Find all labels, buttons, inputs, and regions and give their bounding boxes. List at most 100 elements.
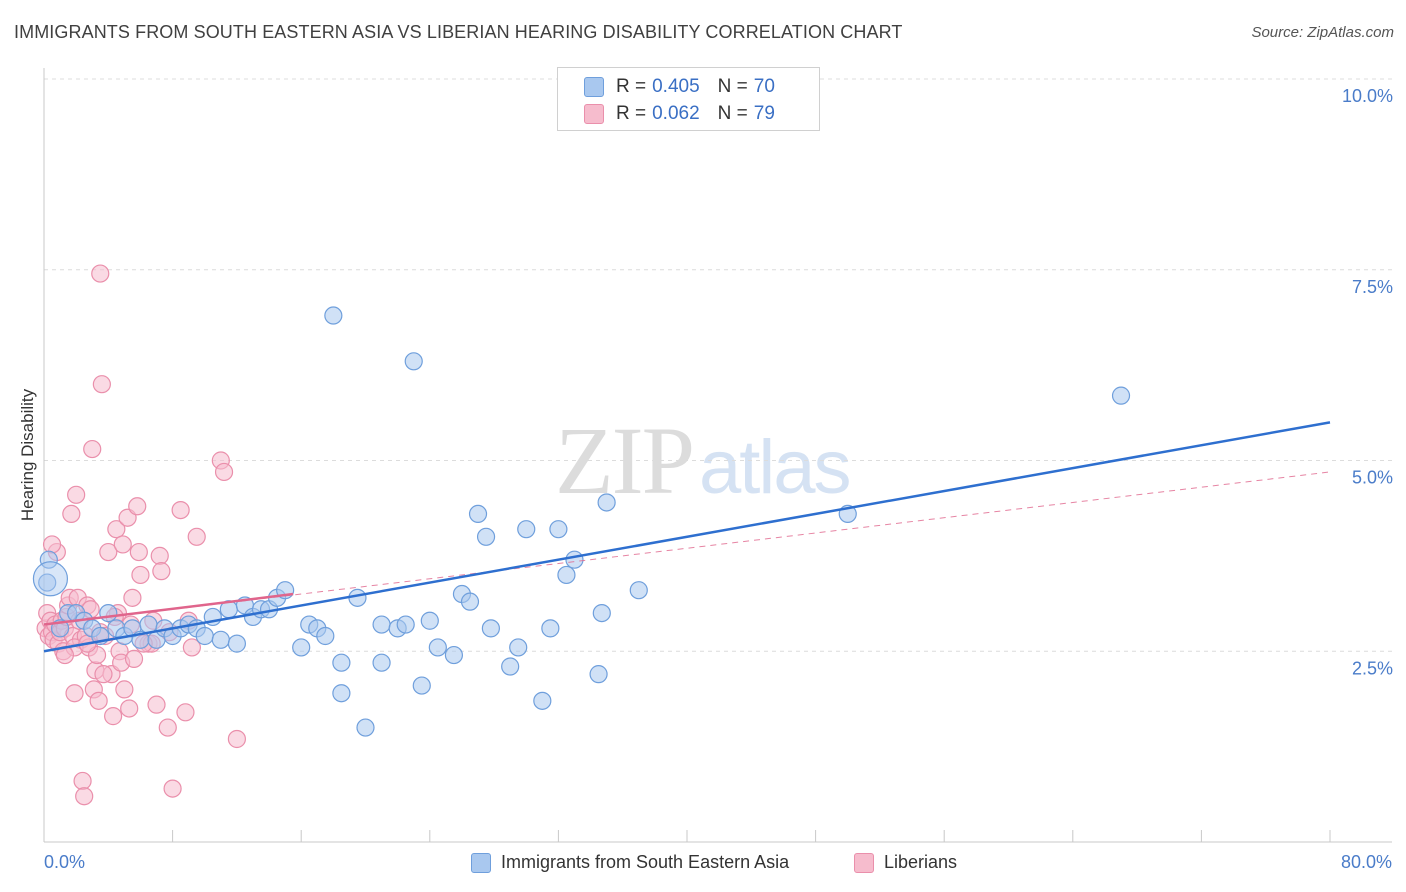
data-point-south-eastern-asia	[589, 665, 608, 684]
x-tick-label-min: 0.0%	[44, 852, 86, 872]
watermark: ZIPatlas	[555, 405, 852, 516]
data-point-south-eastern-asia	[211, 630, 230, 649]
data-point-liberians	[89, 691, 108, 710]
legend-n-value: 70	[753, 76, 775, 97]
data-point-south-eastern-asia	[38, 573, 57, 592]
data-point-south-eastern-asia	[597, 493, 616, 512]
data-point-south-eastern-asia	[348, 588, 367, 607]
y-tick-label: 2.5%	[1352, 658, 1393, 678]
data-point-south-eastern-asia	[332, 653, 351, 672]
y-tick-label: 5.0%	[1352, 468, 1393, 488]
legend-swatch-pink	[584, 104, 604, 124]
bottom-legend-label-blue: Immigrants from South Eastern Asia	[501, 852, 790, 872]
data-point-liberians	[91, 264, 110, 283]
data-point-south-eastern-asia	[412, 676, 431, 695]
data-point-south-eastern-asia	[195, 626, 214, 646]
data-point-south-eastern-asia	[481, 619, 500, 638]
data-point-liberians	[107, 520, 126, 539]
legend-r-label: R =	[616, 103, 647, 124]
data-point-liberians	[176, 703, 195, 722]
data-point-liberians	[104, 707, 123, 726]
data-point-liberians	[129, 542, 148, 562]
data-point-liberians	[120, 699, 139, 718]
trend-line-south-eastern-asia	[43, 421, 1331, 653]
legend-row-blue: R = 0.405 N = 70	[584, 74, 775, 100]
y-axis-label: Hearing Disability	[18, 388, 37, 522]
data-point-south-eastern-asia	[1111, 386, 1131, 405]
trend-line-liberians	[43, 592, 294, 626]
data-point-south-eastern-asia	[460, 592, 480, 611]
data-point-south-eastern-asia	[324, 306, 343, 325]
y-tick-label: 7.5%	[1352, 277, 1393, 297]
data-point-south-eastern-asia	[476, 527, 496, 546]
correlation-legend: R = 0.405 N = 70 R = 0.062 N = 79	[557, 67, 820, 131]
data-point-south-eastern-asia	[517, 520, 536, 539]
data-point-south-eastern-asia	[541, 619, 560, 638]
bottom-legend-swatch-blue	[471, 852, 491, 873]
data-point-south-eastern-asia	[509, 638, 528, 657]
data-point-liberians	[152, 562, 171, 581]
data-point-south-eastern-asia	[533, 691, 552, 710]
data-point-liberians	[94, 665, 113, 684]
data-point-south-eastern-asia	[501, 657, 520, 676]
data-point-south-eastern-asia	[316, 626, 335, 646]
bottom-legend-item-pink: Liberians	[854, 852, 957, 873]
legend-swatch-blue	[584, 77, 604, 97]
data-point-south-eastern-asia	[372, 615, 391, 634]
data-point-south-eastern-asia	[565, 550, 584, 569]
data-point-liberians	[83, 439, 102, 459]
data-point-liberians	[131, 565, 150, 585]
data-point-south-eastern-asia	[292, 638, 311, 657]
bottom-legend-item-blue: Immigrants from South Eastern Asia	[471, 852, 789, 873]
data-point-liberians	[124, 649, 144, 668]
data-point-south-eastern-asia	[227, 634, 246, 653]
source-label: Source: ZipAtlas.com	[1251, 24, 1394, 41]
data-point-liberians	[92, 375, 111, 394]
data-point-liberians	[147, 695, 166, 714]
data-point-south-eastern-asia	[557, 565, 576, 585]
watermark-atlas: atlas	[699, 425, 852, 510]
x-tick-label-max: 80.0%	[1340, 852, 1392, 872]
chart-title: IMMIGRANTS FROM SOUTH EASTERN ASIA VS LI…	[14, 22, 903, 42]
trend-line-liberians-extension	[43, 471, 1331, 626]
legend-r-value: 0.062	[652, 103, 700, 124]
data-point-south-eastern-asia	[549, 520, 568, 539]
data-point-south-eastern-asia	[420, 611, 439, 630]
data-point-south-eastern-asia	[39, 550, 58, 569]
data-point-south-eastern-asia	[468, 504, 488, 524]
data-point-liberians	[113, 535, 132, 554]
data-point-south-eastern-asia	[444, 645, 464, 665]
data-point-south-eastern-asia	[372, 653, 391, 672]
data-point-south-eastern-asia	[592, 603, 611, 623]
data-point-liberians	[158, 718, 177, 737]
data-point-south-eastern-asia	[332, 684, 351, 703]
legend-row-pink: R = 0.062 N = 79	[584, 101, 775, 127]
data-point-south-eastern-asia	[629, 581, 648, 600]
bottom-legend-swatch-pink	[854, 852, 874, 873]
data-point-liberians	[182, 638, 201, 657]
data-point-liberians	[171, 500, 190, 520]
legend-r-value: 0.405	[652, 76, 700, 97]
data-point-liberians	[73, 771, 92, 791]
data-point-south-eastern-asia	[428, 638, 447, 657]
data-point-liberians	[150, 546, 169, 565]
legend-n-label: N =	[717, 103, 748, 124]
data-point-south-eastern-asia	[404, 352, 423, 371]
data-point-liberians	[115, 680, 134, 699]
data-point-liberians	[187, 527, 206, 546]
y-tick-label: 10.0%	[1342, 86, 1393, 106]
data-point-liberians	[42, 535, 62, 554]
data-point-liberians	[67, 485, 86, 504]
data-point-south-eastern-asia	[396, 615, 415, 634]
data-point-cluster	[32, 561, 69, 597]
data-point-liberians	[65, 684, 84, 703]
legend-n-value: 79	[753, 103, 775, 124]
data-point-liberians	[99, 542, 118, 562]
data-point-liberians	[214, 462, 234, 482]
data-point-south-eastern-asia	[99, 603, 118, 623]
legend-n-label: N =	[717, 76, 748, 97]
data-point-liberians	[163, 779, 182, 798]
data-point-liberians	[128, 497, 147, 516]
data-point-liberians	[75, 787, 94, 806]
